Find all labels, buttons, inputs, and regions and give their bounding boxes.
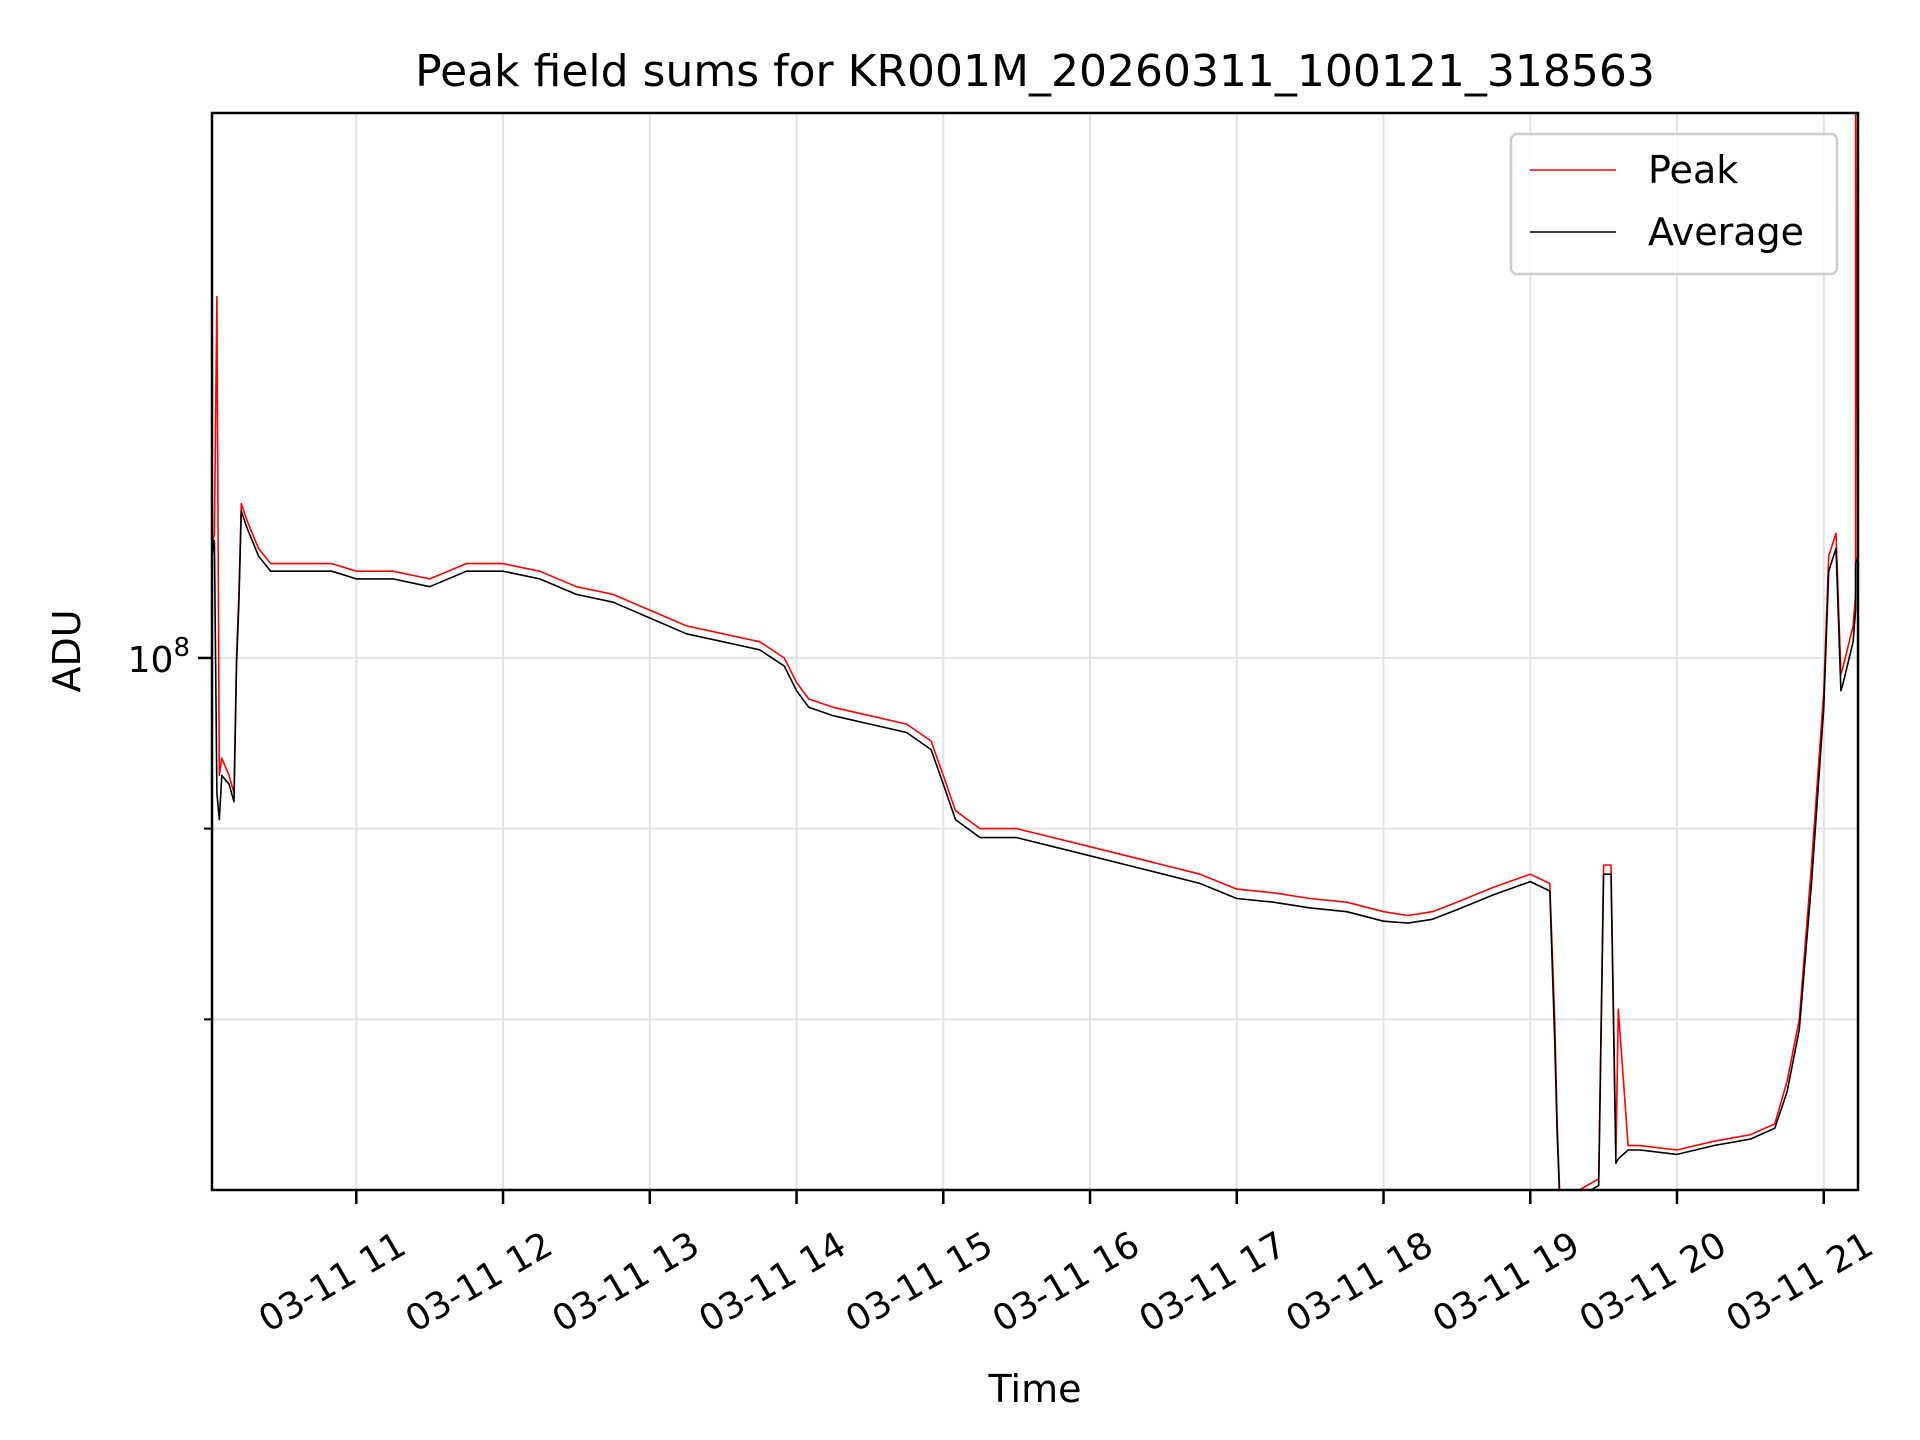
plot-frame — [210, 111, 1860, 1192]
legend-label-peak: Peak — [1648, 148, 1738, 192]
legend-box — [1509, 132, 1839, 276]
series-layer — [212, 113, 1858, 1190]
legend-label-average: Average — [1648, 210, 1804, 254]
y-tick-label: 108 — [128, 633, 190, 681]
y-axis: 108 — [128, 633, 212, 1021]
chart-title: Peak field sums for KR001M_20260311_1001… — [415, 46, 1655, 97]
x-axis-label: Time — [988, 1367, 1082, 1411]
series-line-peak — [212, 113, 1858, 1190]
grid — [212, 113, 1858, 1190]
legend: Peak Average — [1509, 132, 1839, 276]
series-line-average — [212, 510, 1858, 1190]
y-axis-label: ADU — [45, 609, 89, 692]
